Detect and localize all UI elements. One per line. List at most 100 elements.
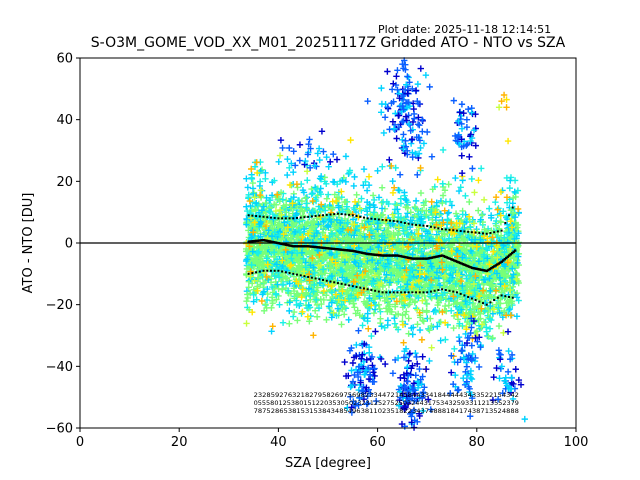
scatter-point (458, 101, 466, 108)
scatter-point (269, 323, 276, 330)
scatter-point (403, 308, 410, 315)
scatter-point (386, 306, 393, 313)
scatter-point (313, 185, 320, 193)
scatter-point (405, 315, 412, 322)
scatter-point (400, 131, 407, 138)
scatter-point (378, 199, 385, 206)
scatter-point (460, 374, 467, 382)
scatter-point (303, 168, 311, 175)
scatter-point (313, 313, 321, 320)
scatter-point (458, 169, 466, 177)
scatter-point (378, 100, 386, 108)
scatter-point (503, 300, 510, 307)
scatter-point (381, 114, 389, 121)
scatter-point (496, 285, 503, 293)
scatter-point (426, 357, 433, 365)
scatter-point (378, 184, 386, 191)
scatter-point (463, 363, 471, 370)
scatter-point (370, 310, 378, 317)
scatter-point (405, 330, 412, 337)
scatter-point (429, 186, 436, 193)
scatter-point (471, 189, 478, 196)
scatter-point (268, 328, 275, 335)
scatter-point (286, 320, 293, 327)
scatter-point (511, 188, 518, 195)
scatter-point (441, 187, 449, 194)
scatter-point (467, 329, 474, 337)
scatter-point (512, 366, 519, 373)
scatter-point (388, 86, 396, 93)
scatter-point (497, 356, 504, 363)
scatter-point (296, 157, 304, 164)
scatter-point (327, 158, 334, 165)
scatter-point (506, 184, 513, 192)
scatter-point (314, 150, 321, 157)
scatter-point (393, 73, 400, 80)
scatter-point (269, 289, 277, 296)
scatter-point (428, 344, 435, 351)
scatter-point (504, 137, 512, 145)
scatter-point (286, 307, 293, 315)
scatter-point (503, 199, 511, 206)
scatter-point (324, 261, 331, 268)
scatter-point (279, 319, 287, 326)
scatter-point (450, 324, 457, 332)
scatter-point (436, 307, 443, 315)
scatter-point (257, 281, 264, 288)
scatter-point (391, 320, 399, 327)
scatter-point (374, 211, 381, 219)
scatter-point (360, 182, 367, 189)
scatter-point (507, 207, 515, 214)
scatter-point (243, 298, 250, 305)
scatter-point (412, 305, 420, 312)
scatter-point (380, 129, 388, 137)
scatter-point (486, 205, 493, 212)
scatter-point (284, 155, 291, 163)
scatter-point (423, 309, 430, 316)
scatter-point (345, 316, 352, 323)
scatter-point (302, 194, 309, 202)
scatter-point (262, 199, 269, 207)
scatter-point (360, 166, 368, 173)
scatter-point (450, 312, 458, 320)
scatter-point (475, 177, 482, 184)
scatter-point (414, 171, 421, 178)
scatter-point (450, 97, 458, 104)
scatter-point (463, 124, 471, 131)
scatter-point (323, 195, 331, 202)
scatter-point (490, 374, 497, 381)
scatter-point (338, 321, 345, 328)
scatter-point (258, 297, 266, 305)
scatter-point (333, 156, 341, 163)
scatter-point (312, 307, 319, 314)
scatter-point (404, 210, 411, 217)
scatter-point (511, 177, 519, 184)
scatter-point (276, 152, 284, 159)
scatter-point (277, 136, 285, 144)
scatter-point (420, 140, 428, 147)
scatter-point (343, 233, 351, 241)
scatter-point (365, 173, 373, 180)
scatter-point (341, 358, 348, 366)
scatter-point (351, 206, 358, 213)
scatter-point (355, 327, 362, 334)
scatter-point (397, 374, 404, 382)
scatter-point (262, 169, 269, 177)
scatter-point (306, 136, 313, 143)
scatter-point (475, 309, 482, 316)
scatter-point (463, 371, 471, 379)
scatter-point (482, 262, 489, 270)
scatter-point (504, 328, 512, 335)
scatter-point (378, 84, 385, 92)
scatter-point (492, 222, 500, 229)
scatter-point (466, 198, 473, 206)
scatter-point (391, 314, 398, 322)
scatter-point (299, 212, 307, 219)
scatter-point (286, 144, 293, 152)
scatter-point (433, 199, 440, 206)
scatter-point (509, 200, 516, 207)
scatter-point (420, 202, 428, 209)
scatter-point (321, 174, 328, 181)
scatter-point (426, 83, 433, 91)
scatter-point (257, 187, 265, 194)
